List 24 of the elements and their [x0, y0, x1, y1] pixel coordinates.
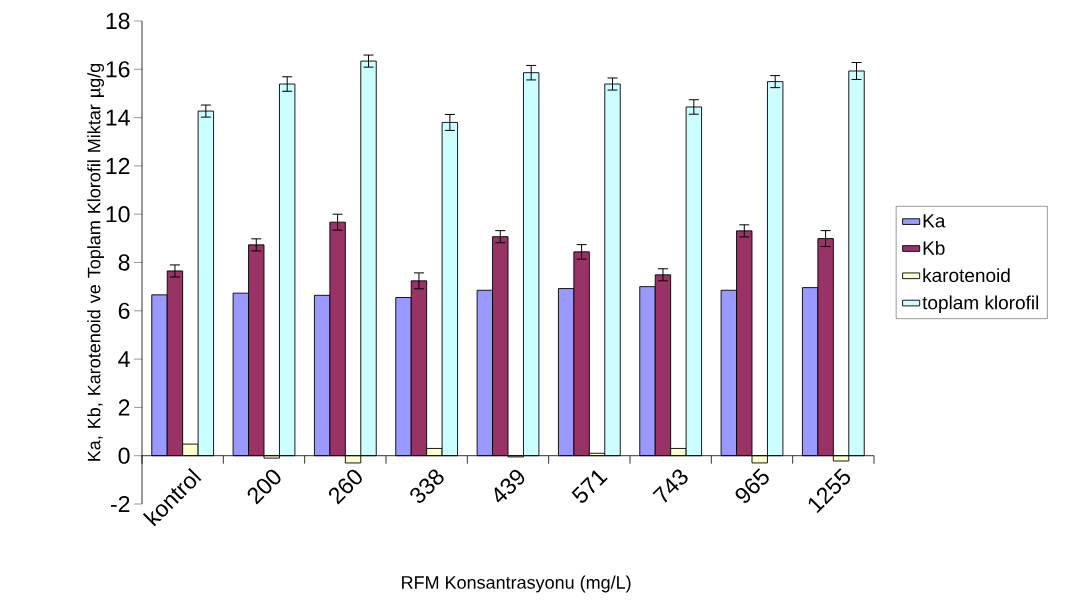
legend-label: toplam klorofil	[922, 295, 1039, 314]
y-tick-label: 0	[118, 447, 130, 464]
x-tick-label: 743	[652, 469, 688, 503]
legend-label: Ka	[923, 214, 946, 228]
x-tick-label: 965	[735, 468, 769, 503]
legend-label: Kb	[923, 240, 945, 255]
y-tick-label: 12	[106, 157, 130, 174]
y-tick-label: 2	[118, 399, 130, 416]
y-tick-label: 4	[118, 351, 130, 368]
x-tick-label: 260	[329, 469, 362, 505]
x-tick-label: 439	[494, 469, 525, 503]
x-axis-title: RFM Konsantrasyonu (mg/L)	[402, 575, 631, 593]
y-tick-label: 10	[106, 206, 130, 223]
y-tick-label: 18	[106, 12, 130, 30]
y-tick-label: 16	[106, 61, 130, 78]
y-tick-label: -2	[111, 495, 130, 513]
x-tick-label: 200	[247, 469, 281, 505]
y-axis-title: Ka, Kb, Karotenoid ve Toplam Klorofil Miktar µg/g	[87, 63, 105, 461]
y-tick-label: 14	[106, 109, 130, 126]
x-tick-label: 571	[571, 470, 608, 503]
legend-label: karotenoid	[923, 268, 1010, 283]
x-tick-label: 338	[410, 469, 444, 503]
y-tick-label: 8	[118, 254, 130, 271]
y-tick-label: 6	[118, 302, 130, 319]
